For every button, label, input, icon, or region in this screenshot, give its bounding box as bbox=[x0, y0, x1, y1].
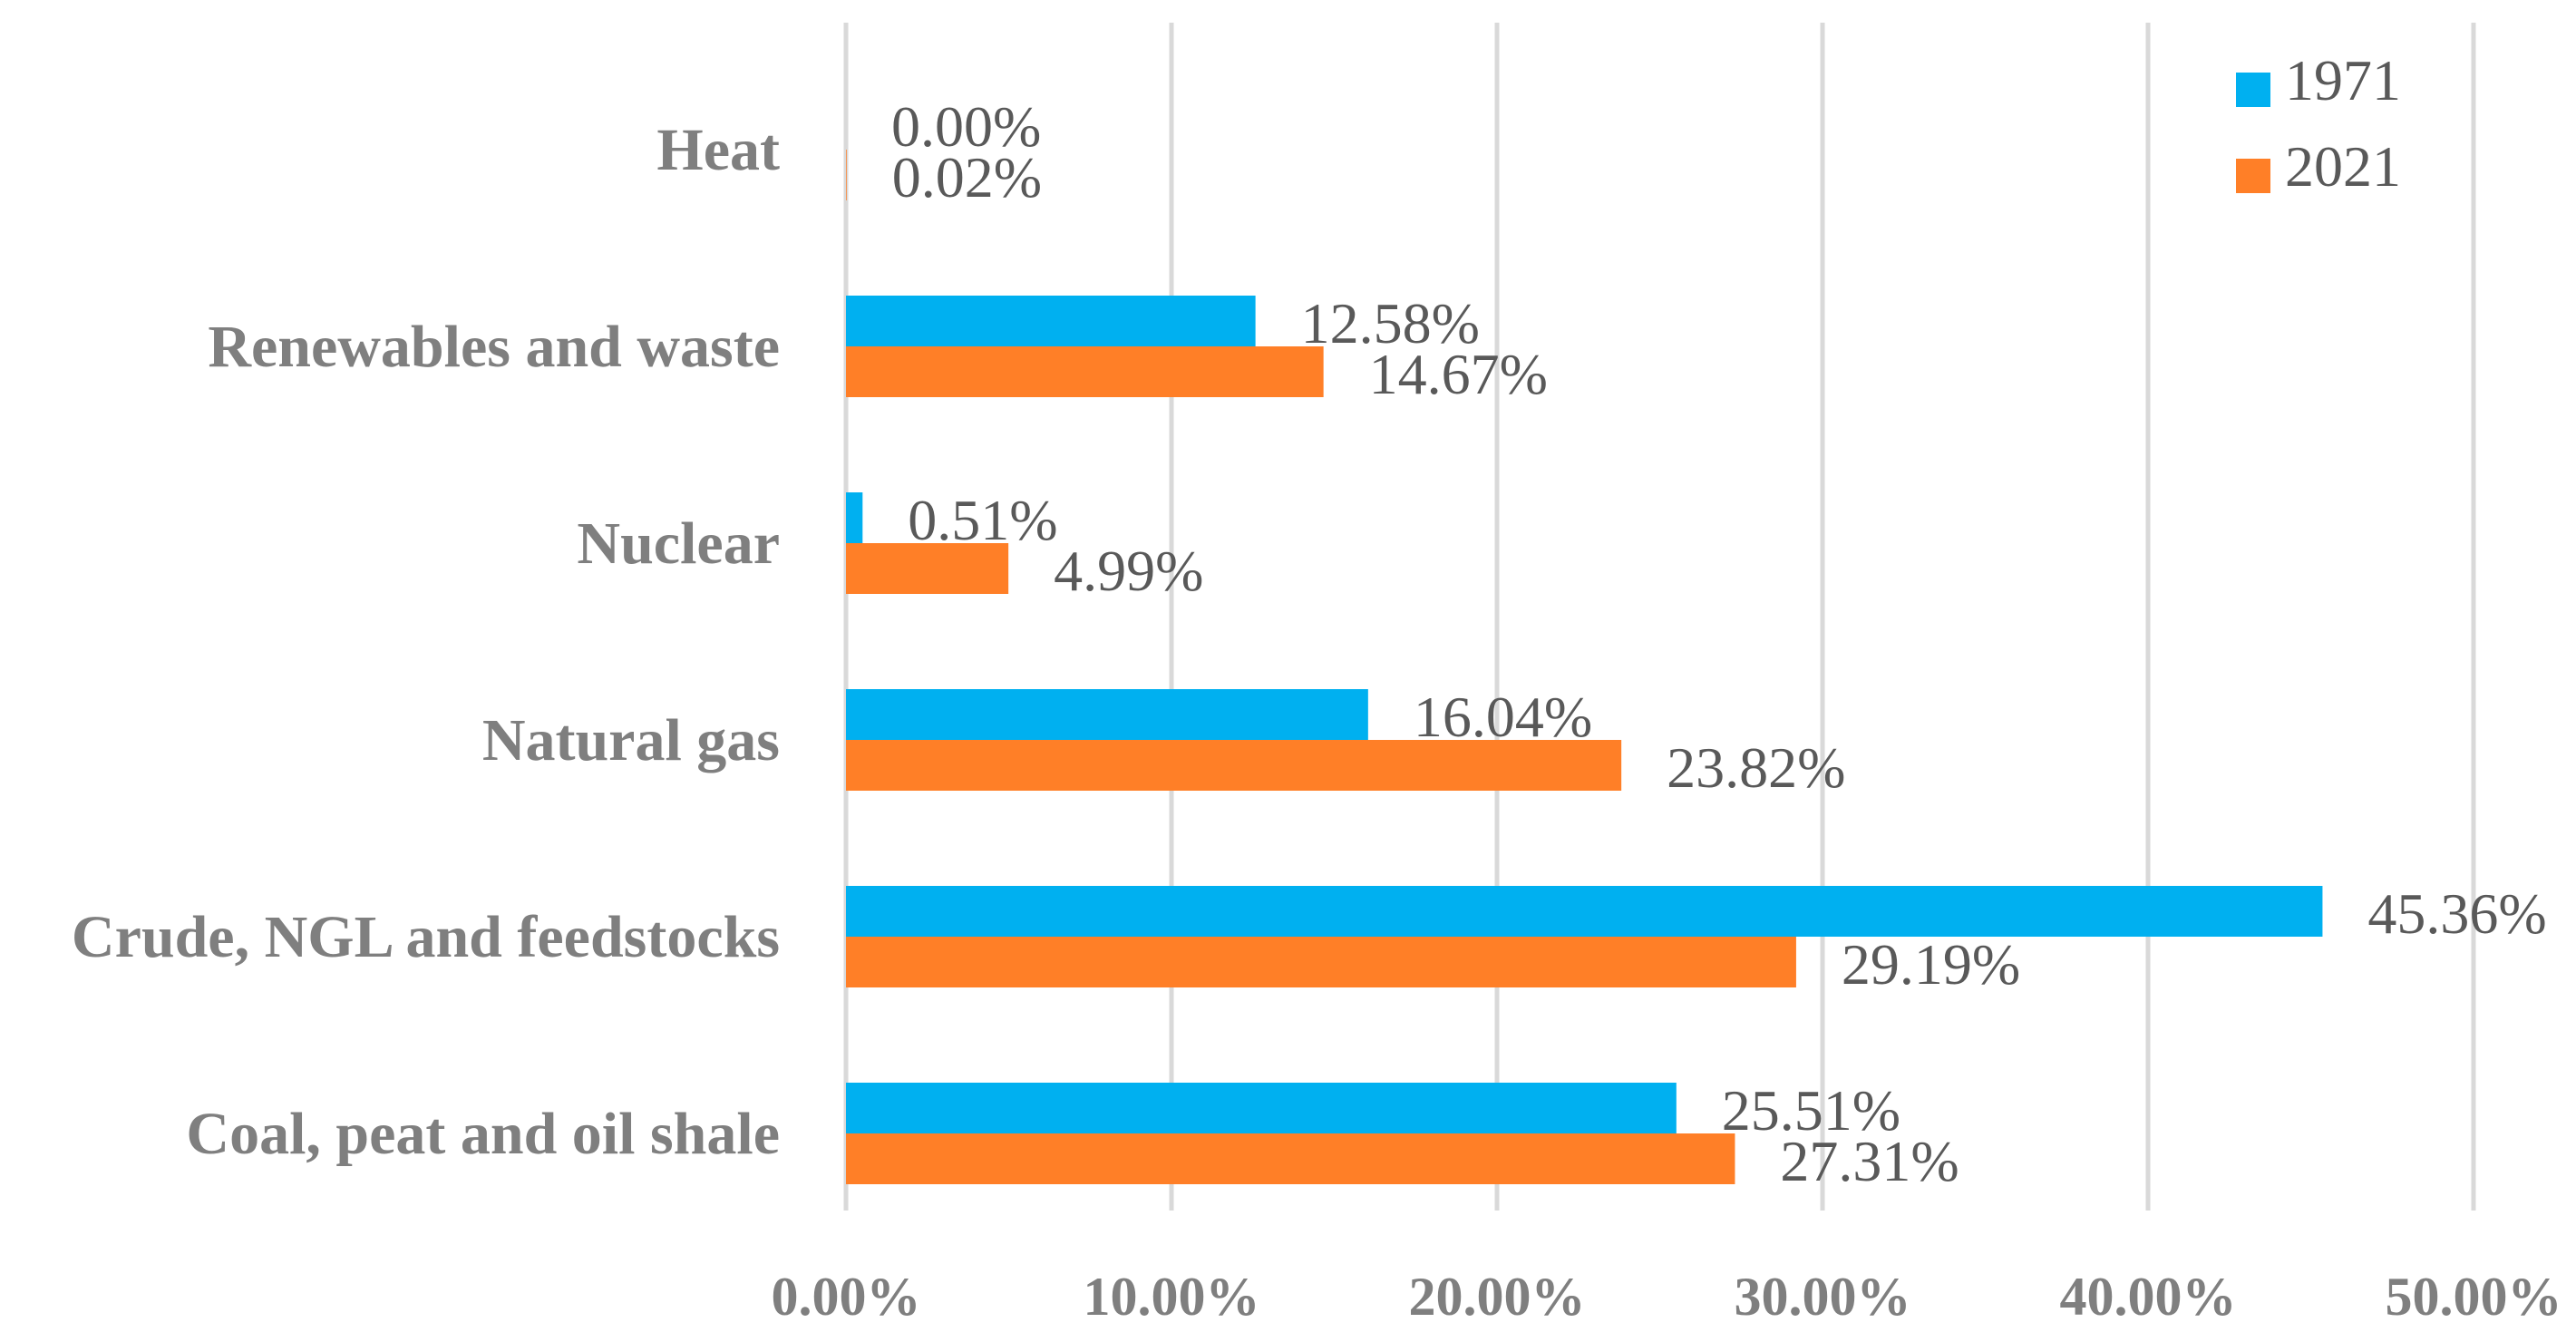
bar-1971 bbox=[846, 492, 863, 543]
x-tick-label: 40.00% bbox=[2060, 1267, 2237, 1327]
x-tick-label: 20.00% bbox=[1409, 1267, 1586, 1327]
category-label: Natural gas bbox=[482, 707, 780, 773]
data-label-1971: 16.04% bbox=[1414, 685, 1592, 749]
bar-2021 bbox=[846, 543, 1009, 594]
data-label-2021: 14.67% bbox=[1369, 342, 1548, 406]
bar-2021 bbox=[846, 937, 1796, 987]
data-label-2021: 23.82% bbox=[1667, 735, 1845, 800]
bar-2021 bbox=[846, 150, 847, 200]
legend-label-1971: 1971 bbox=[2285, 48, 2401, 112]
data-label-1971: 25.51% bbox=[1722, 1078, 1900, 1143]
data-labels: 25.51%27.31% 45.36% 29.19% 16.04% 23.82% 0.51… bbox=[891, 94, 2547, 1193]
data-label-2021: 0.02% bbox=[892, 145, 1042, 209]
x-tick-label: 10.00% bbox=[1084, 1267, 1260, 1327]
category-label: Heat bbox=[656, 117, 780, 183]
x-tick-label: 0.00% bbox=[772, 1267, 921, 1327]
data-label-1971: 0.51% bbox=[908, 488, 1057, 552]
data-label-2021: 4.99% bbox=[1054, 539, 1203, 603]
legend-swatch-1971 bbox=[2236, 73, 2270, 107]
category-axis-labels: Coal, peat and oil shale Crude, NGL and f… bbox=[72, 117, 780, 1167]
gridlines bbox=[843, 23, 2476, 1211]
data-label-1971: 0.00% bbox=[891, 94, 1041, 159]
data-label-2021: 29.19% bbox=[1842, 932, 2020, 997]
value-axis-labels: 0.00% 10.00% 20.00% 30.00% 40.00% 50.00% bbox=[772, 1267, 2562, 1327]
bar-2021 bbox=[846, 346, 1324, 397]
x-tick-label: 50.00% bbox=[2386, 1267, 2562, 1327]
legend-swatch-2021 bbox=[2236, 159, 2270, 193]
bar-2021 bbox=[846, 740, 1622, 791]
bar-1971 bbox=[846, 296, 1256, 346]
category-label: Coal, peat and oil shale bbox=[186, 1101, 780, 1167]
legend-label-2021: 2021 bbox=[2285, 134, 2401, 199]
data-label-1971: 12.58% bbox=[1301, 291, 1480, 355]
category-label: Renewables and waste bbox=[208, 314, 780, 380]
category-label: Nuclear bbox=[577, 511, 780, 577]
bars bbox=[846, 150, 2323, 1184]
data-label-2021: 27.31% bbox=[1780, 1129, 1959, 1193]
bar-2021 bbox=[846, 1133, 1735, 1184]
data-label-1971: 45.36% bbox=[2367, 881, 2546, 946]
legend: 1971 2021 bbox=[2236, 48, 2401, 199]
bar-1971 bbox=[846, 1083, 1677, 1133]
category-label: Crude, NGL and feedstocks bbox=[72, 904, 780, 970]
bar-1971 bbox=[846, 689, 1368, 740]
x-tick-label: 30.00% bbox=[1735, 1267, 1911, 1327]
bar-1971 bbox=[846, 886, 2323, 937]
